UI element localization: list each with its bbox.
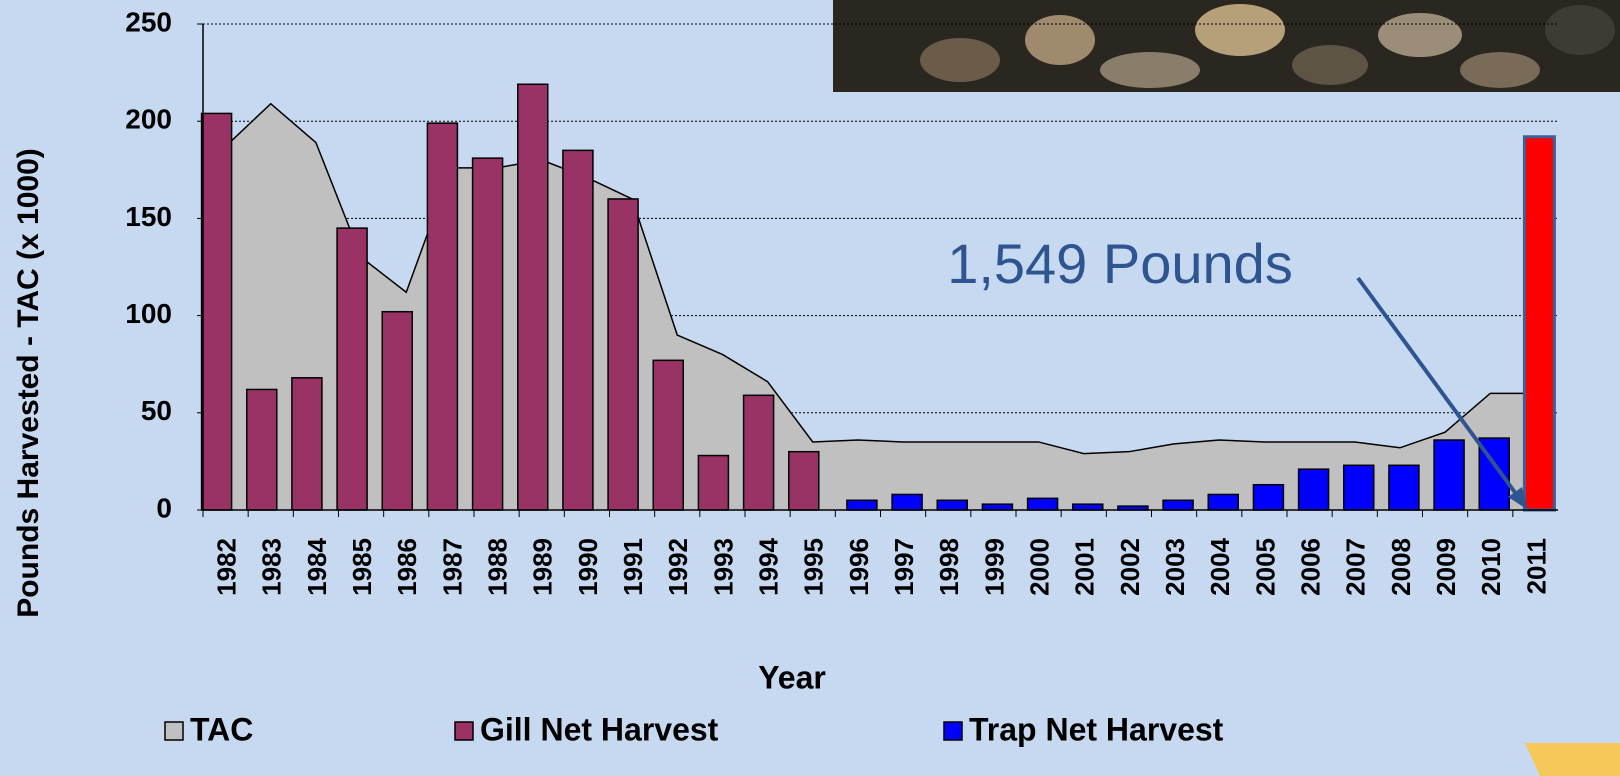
bar — [846, 499, 878, 511]
x-tick-label: 1987 — [437, 538, 467, 596]
x-tick-label: 1998 — [934, 538, 964, 596]
legend-swatch — [943, 721, 963, 741]
legend-label: TAC — [190, 711, 253, 747]
x-tick-label: 1991 — [618, 538, 648, 596]
bar — [471, 157, 504, 511]
y-tick-label: 50 — [141, 395, 172, 426]
x-tick-label: 1986 — [392, 538, 422, 596]
legend-swatch — [164, 721, 184, 741]
x-tick-label: 2007 — [1341, 538, 1371, 596]
legend-label: Trap Net Harvest — [969, 711, 1224, 747]
y-tick-label: 200 — [125, 104, 172, 135]
bar — [742, 394, 775, 511]
x-tick-label: 1993 — [708, 538, 738, 596]
x-tick-label: 1996 — [844, 538, 874, 596]
x-tick-label: 1992 — [663, 538, 693, 596]
legend-label: Gill Net Harvest — [480, 711, 719, 747]
x-tick-label: 2004 — [1205, 537, 1235, 595]
x-tick-label: 1984 — [302, 537, 332, 595]
x-tick-label: 1994 — [753, 537, 783, 595]
bar — [517, 83, 549, 511]
x-tick-label: 1985 — [347, 538, 377, 596]
x-tick-label: 2010 — [1476, 538, 1506, 596]
y-axis-title: Pounds Harvested - TAC (x 1000) — [12, 148, 45, 618]
bar — [291, 377, 323, 511]
x-tick-label: 2008 — [1386, 538, 1416, 596]
x-tick-label: 1983 — [257, 538, 287, 596]
arrow-head — [1508, 487, 1528, 510]
x-tick-label: 2009 — [1431, 538, 1461, 596]
x-tick-label: 1999 — [979, 538, 1009, 596]
decoration — [1525, 743, 1620, 776]
x-tick-label: 2011 — [1521, 538, 1551, 594]
bar — [1026, 497, 1059, 511]
bar — [1207, 493, 1239, 511]
bar — [200, 112, 233, 511]
y-tick-label: 150 — [125, 201, 172, 232]
bar — [788, 450, 820, 511]
bar — [1343, 464, 1375, 511]
x-tick-label: 2000 — [1024, 538, 1054, 596]
x-tick-label: 1997 — [889, 538, 919, 596]
x-tick-label: 1989 — [528, 538, 558, 596]
x-tick-label: 2002 — [1115, 538, 1145, 596]
bar — [607, 198, 639, 511]
bar — [426, 122, 459, 511]
bar — [981, 503, 1014, 511]
annotation-arrow — [1356, 276, 1524, 504]
bar — [1522, 135, 1556, 512]
bar — [1162, 499, 1194, 511]
bar — [381, 310, 413, 511]
photo — [833, 0, 1620, 92]
y-tick-label: 100 — [125, 298, 172, 329]
bar — [1252, 483, 1285, 511]
bar — [697, 454, 730, 511]
bar — [562, 149, 594, 511]
y-tick-label: 0 — [156, 492, 172, 523]
bar — [891, 493, 923, 511]
annotation: 1,549 Pounds — [947, 232, 1293, 295]
bar — [652, 359, 684, 511]
x-tick-label: 1988 — [482, 538, 512, 596]
bar — [1388, 464, 1420, 511]
x-tick-label: 2005 — [1250, 538, 1280, 596]
x-tick-label: 1995 — [799, 538, 829, 596]
x-tick-label: 2001 — [1070, 538, 1100, 596]
bar — [336, 227, 368, 511]
legend-swatch — [454, 721, 474, 741]
x-axis-title: Year — [758, 659, 826, 695]
plot — [200, 23, 1558, 512]
tac-area — [225, 103, 1536, 510]
bar — [936, 499, 968, 511]
x-tick-label: 1982 — [211, 538, 241, 596]
bar — [246, 388, 278, 511]
x-tick-label: 2006 — [1295, 538, 1325, 596]
y-tick-label: 250 — [125, 6, 172, 37]
bar — [1072, 503, 1104, 511]
bar — [1297, 468, 1330, 511]
x-tick-label: 1990 — [573, 538, 603, 596]
x-tick-label: 2003 — [1160, 538, 1190, 596]
bar — [1433, 439, 1465, 511]
